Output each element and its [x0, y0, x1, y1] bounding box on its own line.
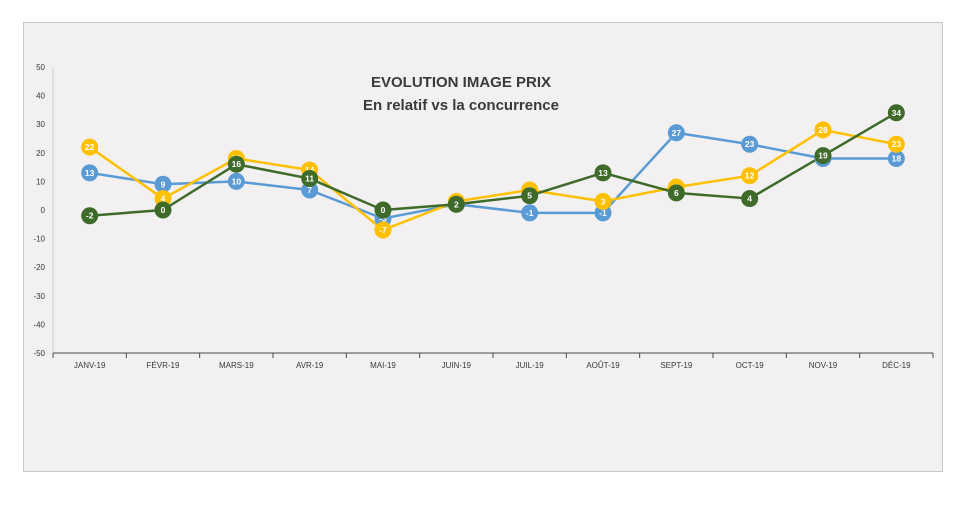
x-category-label: SEPT-19	[660, 361, 693, 370]
data-point-marker	[81, 207, 99, 225]
data-point-marker	[447, 195, 465, 213]
y-tick-label: 40	[36, 92, 45, 101]
chart-title: EVOLUTION IMAGE PRIX	[371, 74, 551, 91]
data-point-label: -7	[379, 225, 387, 235]
data-point-label: 11	[305, 174, 314, 184]
data-point-label: 14	[305, 165, 315, 175]
x-category-label: DÉC-19	[882, 361, 911, 370]
data-point-marker	[667, 124, 685, 142]
y-tick-label: 20	[36, 149, 45, 158]
data-point-marker	[374, 221, 392, 239]
x-category-label: NOV-19	[809, 361, 838, 370]
data-point-marker	[81, 138, 99, 156]
data-point-label: 4	[161, 194, 166, 204]
y-tick-label: -10	[33, 235, 45, 244]
x-category-label: MARS-19	[219, 361, 254, 370]
y-tick-label: 10	[36, 177, 45, 186]
data-point-label: 6	[674, 188, 679, 198]
data-point-label: 23	[745, 139, 755, 149]
data-point-marker	[814, 147, 832, 165]
x-category-label: AOÛT-19	[586, 361, 620, 370]
data-point-label: 5	[527, 191, 532, 201]
data-point-label: 19	[818, 151, 828, 161]
line-chart: EVOLUTION IMAGE PRIX En relatif vs la co…	[33, 63, 934, 370]
data-point-label: 2	[454, 199, 459, 209]
data-point-label: 13	[598, 168, 608, 178]
chart-area: EVOLUTION IMAGE PRIX En relatif vs la co…	[23, 22, 943, 472]
x-category-label: OCT-19	[736, 361, 765, 370]
data-point-label: 12	[745, 171, 755, 181]
x-category-label: MAI-19	[370, 361, 396, 370]
data-point-label: 3	[601, 196, 606, 206]
data-point-marker	[594, 164, 612, 182]
data-point-marker	[521, 187, 539, 205]
data-point-label: 18	[892, 154, 902, 164]
data-point-marker	[154, 175, 172, 193]
data-point-marker	[227, 172, 245, 190]
data-point-label: -3	[379, 214, 387, 224]
series-layer: 139107-32-1-1272318182241814-73738122823…	[81, 104, 905, 239]
data-point-marker	[887, 104, 905, 122]
y-tick-label: 30	[36, 120, 45, 129]
data-point-label: 0	[381, 205, 386, 215]
data-point-marker	[887, 135, 905, 153]
data-point-marker	[154, 201, 172, 219]
data-point-marker	[741, 190, 759, 208]
data-point-label: 0	[161, 205, 166, 215]
data-point-label: 13	[85, 168, 95, 178]
data-point-marker	[227, 155, 245, 173]
data-point-marker	[887, 150, 905, 168]
data-point-marker	[374, 201, 392, 219]
data-point-marker	[741, 135, 759, 153]
data-point-label: 9	[161, 179, 166, 189]
y-tick-label: 50	[36, 63, 45, 72]
data-point-label: 7	[307, 185, 312, 195]
y-tick-label: -20	[33, 263, 45, 272]
data-point-marker	[667, 184, 685, 202]
x-category-label: JUIN-19	[442, 361, 472, 370]
x-category-label: AVR-19	[296, 361, 324, 370]
data-point-label: -1	[599, 208, 607, 218]
data-point-label: 10	[232, 176, 242, 186]
data-point-label: 22	[85, 142, 95, 152]
x-category-label: JUIL-19	[516, 361, 545, 370]
series-line	[88, 128, 897, 232]
y-tick-label: -30	[33, 292, 45, 301]
data-point-marker	[81, 164, 99, 182]
data-point-marker	[814, 121, 832, 139]
data-point-label: 23	[892, 139, 902, 149]
data-point-label: 28	[818, 125, 828, 135]
data-point-marker	[741, 167, 759, 185]
series-line	[89, 131, 897, 220]
data-point-marker	[594, 192, 612, 210]
data-point-label: -1	[526, 208, 534, 218]
data-point-label: -2	[86, 211, 94, 221]
y-tick-label: -50	[33, 349, 45, 358]
x-category-label: JANV-19	[74, 361, 106, 370]
data-point-marker	[521, 204, 539, 222]
series-line	[89, 111, 897, 217]
data-point-label: 4	[747, 194, 752, 204]
data-point-marker	[301, 170, 319, 188]
data-point-label: 27	[672, 128, 682, 138]
chart-subtitle: En relatif vs la concurrence	[363, 97, 559, 114]
data-point-label: 16	[232, 159, 242, 169]
y-tick-label: -40	[33, 320, 45, 329]
x-category-label: FÉVR-19	[147, 361, 180, 370]
y-tick-label: 0	[41, 206, 46, 215]
data-point-label: 34	[892, 108, 902, 118]
